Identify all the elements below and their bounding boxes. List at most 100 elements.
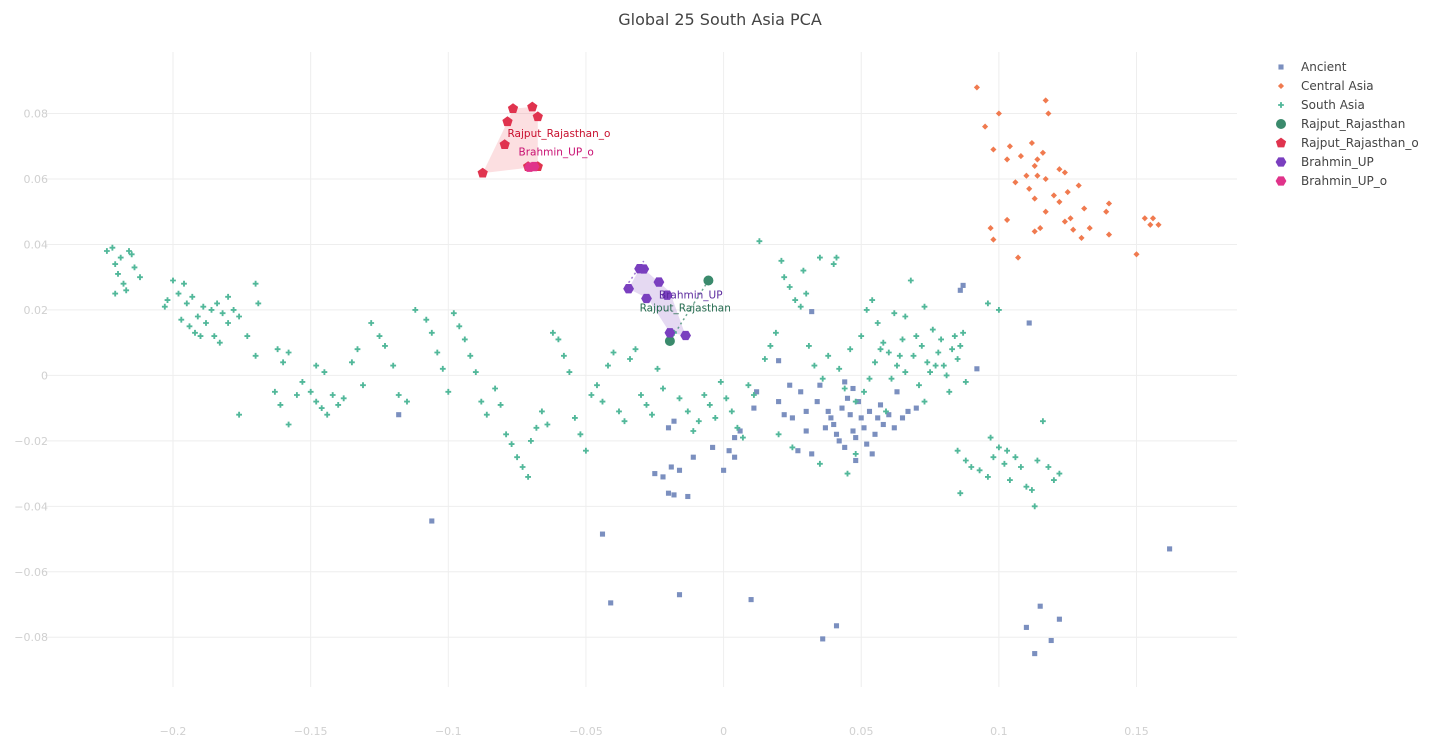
data-point: [277, 402, 284, 408]
data-point: [623, 284, 634, 294]
data-point: [957, 287, 963, 293]
data-point: [396, 412, 402, 418]
data-point: [627, 356, 633, 362]
cluster-hull: [482, 107, 538, 174]
data-point: [294, 392, 300, 398]
data-point: [236, 313, 242, 320]
x-tick-label: −0.1: [435, 725, 462, 738]
data-point: [1105, 200, 1113, 207]
data-point: [599, 531, 606, 537]
x-tick-label: 0: [720, 725, 727, 738]
data-point: [1028, 139, 1035, 147]
data-point: [189, 293, 196, 300]
data-point: [1133, 251, 1140, 258]
data-point: [175, 290, 182, 297]
data-point: [748, 597, 754, 603]
data-point: [819, 375, 826, 382]
data-point: [533, 424, 540, 431]
data-point: [514, 454, 520, 461]
data-point: [382, 343, 388, 349]
data-point: [621, 418, 628, 425]
data-point: [803, 428, 809, 434]
data-point: [676, 467, 683, 473]
data-point: [1075, 182, 1082, 189]
data-point: [825, 352, 832, 359]
data-point: [324, 411, 331, 418]
data-point: [894, 389, 900, 395]
data-point: [1042, 175, 1049, 183]
data-point: [877, 346, 884, 353]
data-point: [880, 421, 886, 428]
data-point: [183, 300, 190, 307]
data-point: [968, 464, 975, 470]
data-point: [1037, 603, 1043, 609]
data-point: [1023, 483, 1030, 490]
data-point: [539, 408, 545, 415]
data-point: [712, 415, 719, 421]
data-point: [671, 492, 677, 498]
data-point: [313, 362, 320, 369]
legend-marker: [1278, 64, 1284, 70]
data-point: [781, 412, 787, 418]
data-point: [123, 287, 130, 294]
data-point: [126, 248, 132, 254]
data-point: [745, 382, 752, 389]
legend-label: Rajput_Rajasthan_o: [1301, 136, 1419, 150]
data-point: [995, 110, 1002, 117]
data-point: [439, 365, 446, 372]
data-point: [990, 454, 997, 461]
data-point: [1056, 616, 1062, 622]
data-point: [864, 441, 870, 447]
data-point: [368, 320, 375, 326]
data-point: [831, 421, 837, 428]
data-point: [695, 418, 702, 425]
data-point: [814, 399, 820, 405]
data-point: [131, 264, 138, 271]
data-point: [990, 146, 997, 153]
x-tick-label: −0.05: [569, 725, 603, 738]
data-point: [932, 362, 939, 369]
data-point: [756, 238, 763, 245]
cluster-hull: [628, 268, 686, 336]
data-point: [869, 297, 876, 303]
data-point: [1018, 464, 1024, 470]
data-point: [706, 402, 713, 408]
data-point: [954, 356, 961, 362]
x-tick-label: 0.05: [849, 725, 874, 738]
y-tick-label: 0.04: [24, 238, 49, 251]
data-point: [957, 343, 964, 349]
data-point: [913, 333, 920, 339]
data-point: [643, 402, 650, 408]
data-point: [1001, 460, 1008, 467]
data-point: [786, 284, 793, 290]
data-point: [913, 405, 919, 411]
legend-label: Rajput_Rajasthan: [1301, 117, 1405, 131]
data-point: [1048, 637, 1054, 644]
data-point: [907, 277, 914, 284]
data-point: [789, 415, 795, 421]
data-point: [340, 395, 347, 402]
data-point: [853, 457, 859, 464]
data-point: [1045, 110, 1052, 117]
series-south-asia: [104, 238, 1063, 510]
data-point: [863, 307, 870, 313]
data-point: [318, 405, 325, 411]
cluster-links: [627, 260, 710, 342]
data-point: [1086, 225, 1093, 232]
data-point: [836, 365, 843, 372]
data-point: [847, 346, 854, 353]
x-tick-label: 0.15: [1124, 725, 1149, 738]
data-point: [1042, 208, 1049, 215]
data-point: [866, 408, 873, 414]
data-point: [507, 103, 519, 113]
data-point: [445, 388, 452, 395]
y-tick-label: −0.02: [14, 435, 48, 448]
data-points: [104, 84, 1173, 657]
data-point: [461, 336, 468, 343]
data-point: [798, 389, 804, 395]
cluster-label: Brahmin_UP: [659, 289, 723, 301]
legend-label: Ancient: [1301, 60, 1347, 74]
data-point: [982, 123, 989, 130]
data-point: [974, 366, 980, 372]
data-point: [943, 372, 950, 379]
